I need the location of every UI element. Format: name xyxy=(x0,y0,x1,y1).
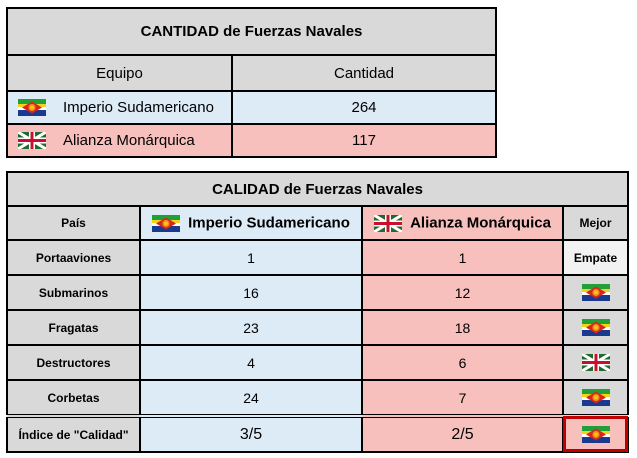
imperio-flag-icon xyxy=(582,284,610,301)
row-label: Portaaviones xyxy=(6,239,141,276)
header-imperio: Imperio Sudamericano xyxy=(139,205,363,241)
table-row: Fragatas 23 18 xyxy=(6,309,630,346)
best-cell xyxy=(561,344,630,381)
alianza-value: 12 xyxy=(361,274,564,311)
table-row: Corbetas 24 7 xyxy=(6,379,630,417)
cantidad-table-title: CANTIDAD de Fuerzas Navales xyxy=(5,7,498,56)
best-cell xyxy=(561,379,630,417)
cantidad-table: CANTIDAD de Fuerzas Navales Equipo Canti… xyxy=(5,7,498,158)
header-alianza-label: Alianza Monárquica xyxy=(410,214,551,232)
alianza-index: 2/5 xyxy=(361,414,564,453)
imperio-flag-icon xyxy=(152,215,180,232)
imperio-flag-icon xyxy=(582,426,610,443)
team-cell: Alianza Monárquica xyxy=(6,123,233,158)
alianza-flag-icon xyxy=(18,132,46,149)
team-name: Alianza Monárquica xyxy=(63,132,195,150)
row-label: Corbetas xyxy=(6,379,141,417)
team-cell: Imperio Sudamericano xyxy=(6,90,233,125)
calidad-table-title: CALIDAD de Fuerzas Navales xyxy=(5,171,630,207)
header-imperio-label: Imperio Sudamericano xyxy=(188,214,350,232)
imperio-value: 23 xyxy=(139,309,363,346)
header-pais: País xyxy=(6,205,141,241)
table-row: Imperio Sudamericano 264 xyxy=(6,90,498,125)
row-label: Submarinos xyxy=(6,274,141,311)
header-cantidad: Cantidad xyxy=(230,54,498,92)
quantity-value: 264 xyxy=(230,90,498,125)
row-label: Índice de "Calidad" xyxy=(6,414,141,453)
quantity-value: 117 xyxy=(230,123,498,158)
table-row: Alianza Monárquica 117 xyxy=(6,123,498,158)
table-row: Submarinos 16 12 xyxy=(6,274,630,311)
alianza-value: 18 xyxy=(361,309,564,346)
imperio-index: 3/5 xyxy=(139,414,363,453)
header-equipo: Equipo xyxy=(6,54,233,92)
team-name: Imperio Sudamericano xyxy=(63,99,214,117)
calidad-table: CALIDAD de Fuerzas Navales País Imperio … xyxy=(5,171,630,453)
imperio-value: 4 xyxy=(139,344,363,381)
imperio-flag-icon xyxy=(582,319,610,336)
alianza-flag-icon xyxy=(582,354,610,371)
imperio-value: 1 xyxy=(139,239,363,276)
imperio-value: 16 xyxy=(139,274,363,311)
best-index-cell xyxy=(561,414,630,453)
alianza-value: 6 xyxy=(361,344,564,381)
best-tie: Empate xyxy=(561,239,630,276)
imperio-flag-icon xyxy=(582,389,610,406)
best-cell xyxy=(561,274,630,311)
header-mejor: Mejor xyxy=(561,205,630,241)
alianza-flag-icon xyxy=(374,215,402,232)
imperio-flag-icon xyxy=(18,99,46,116)
imperio-value: 24 xyxy=(139,379,363,417)
alianza-value: 1 xyxy=(361,239,564,276)
table-row: Destructores 4 6 xyxy=(6,344,630,381)
table-row: Portaaviones 1 1 Empate xyxy=(6,239,630,276)
header-alianza: Alianza Monárquica xyxy=(361,205,564,241)
index-row: Índice de "Calidad" 3/5 2/5 xyxy=(6,414,630,453)
alianza-value: 7 xyxy=(361,379,564,417)
row-label: Destructores xyxy=(6,344,141,381)
best-cell xyxy=(561,309,630,346)
row-label: Fragatas xyxy=(6,309,141,346)
